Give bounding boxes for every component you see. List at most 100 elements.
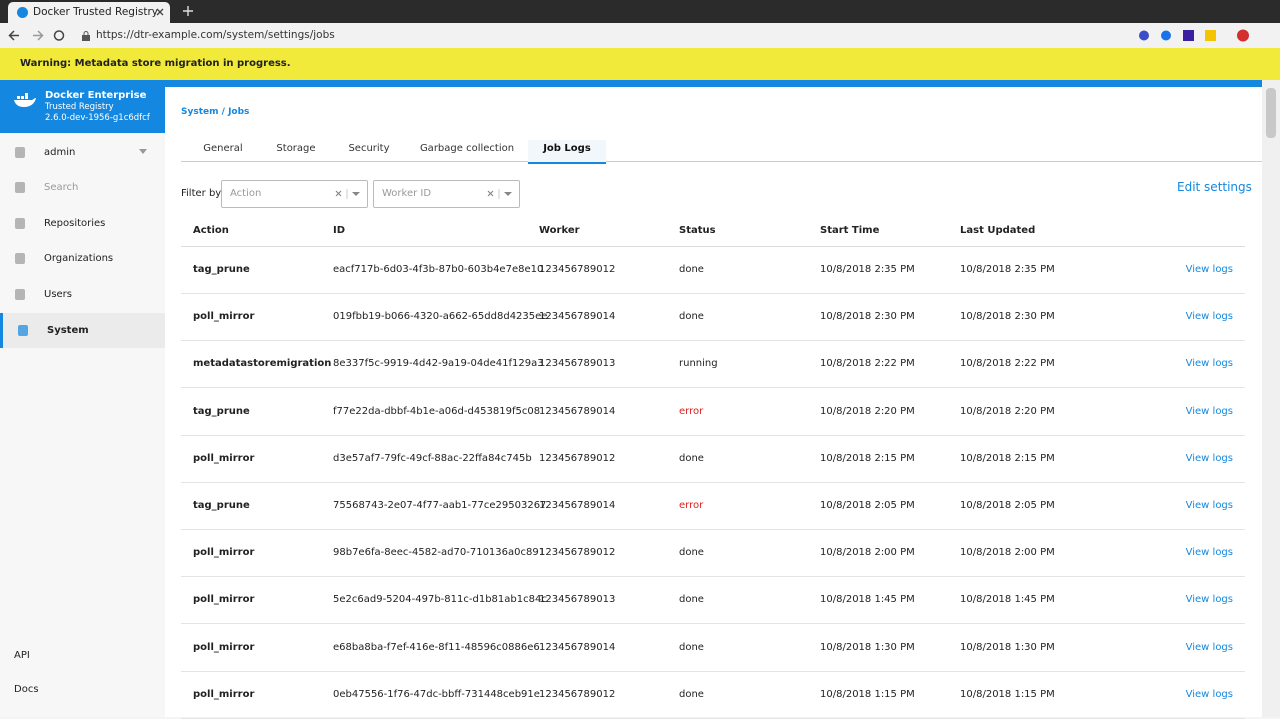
cell-id: 98b7e6fa-8eec-4582-ad70-710136a0c891	[333, 547, 546, 559]
cell-start: 10/8/2018 2:15 PM	[820, 452, 915, 464]
breadcrumb-separator: /	[221, 107, 225, 117]
clear-and-caret[interactable]	[335, 189, 365, 199]
nav-icon	[15, 147, 25, 158]
tab[interactable]: Garbage collection	[419, 143, 515, 154]
nav-item[interactable]: Search	[0, 170, 165, 205]
nav-item[interactable]: Organizations	[0, 241, 165, 276]
cell-updated: 10/8/2018 2:05 PM	[960, 500, 1055, 511]
nav-label[interactable]: Repositories	[44, 218, 106, 229]
placeholder: Action	[230, 188, 262, 199]
cell-worker: 123456789013	[539, 358, 616, 370]
cell-updated: 10/8/2018 2:35 PM	[960, 264, 1055, 275]
nav-item[interactable]: Users	[0, 277, 165, 312]
nav-item[interactable]: Repositories	[0, 206, 165, 241]
cell-id: f77e22da-dbbf-4b1e-a06d-d453819f5c08	[333, 405, 541, 417]
view-logs-link[interactable]: View logs	[1185, 641, 1233, 653]
address-bar: https://dtr-example.com/system/settings/…	[0, 23, 1280, 49]
nav-icon	[18, 325, 28, 336]
cell-status: done	[679, 594, 704, 606]
cell-id: eacf717b-6d03-4f3b-87b0-603b4e7e8e10	[333, 264, 544, 275]
view-logs-link[interactable]: View logs	[1185, 500, 1233, 511]
cell-start: 10/8/2018 2:05 PM	[820, 500, 915, 511]
column-header: ID	[333, 225, 346, 236]
view-logs-link[interactable]: View logs	[1185, 405, 1233, 417]
cell-id: 5e2c6ad9-5204-497b-811c-d1b81ab1c84c	[333, 594, 547, 606]
cell-action: poll_mirror	[193, 594, 255, 606]
cell-id: 0eb47556-1f76-47dc-bbff-731448ceb91e	[333, 688, 540, 700]
tab[interactable]: Security	[348, 143, 390, 154]
url[interactable]: https://dtr-example.com/system/settings/…	[96, 29, 335, 41]
scroll-thumb[interactable]	[1266, 88, 1276, 138]
dropdown-caret[interactable]	[139, 149, 147, 154]
cell-worker: 123456789012	[539, 547, 616, 559]
cell-id: 75568743-2e07-4f77-aab1-77ce29503267	[333, 500, 547, 511]
extension-icons[interactable]	[1110, 28, 1275, 43]
cell-id: e68ba8ba-f7ef-416e-8f11-48596c0886e6	[333, 641, 540, 653]
cell-start: 10/8/2018 1:45 PM	[820, 594, 915, 606]
view-logs-link[interactable]: View logs	[1185, 547, 1233, 559]
row-divider	[181, 670, 1245, 672]
cell-id: d3e57af7-79fc-49cf-88ac-22ffa84c745b	[333, 452, 532, 464]
breadcrumb-item[interactable]: System	[181, 107, 219, 117]
clear-and-caret[interactable]	[487, 189, 517, 199]
row-divider	[181, 623, 1245, 625]
view-logs-link[interactable]: View logs	[1185, 264, 1233, 275]
breadcrumb-item: Jobs	[228, 107, 250, 117]
view-logs-link[interactable]: View logs	[1185, 594, 1233, 606]
new-tab[interactable]	[182, 5, 194, 17]
view-logs-link[interactable]: View logs	[1185, 688, 1233, 700]
browser-tab[interactable]: Docker Trusted Registry	[8, 2, 170, 23]
nav-item[interactable]: admin	[0, 135, 165, 170]
nav-label[interactable]: Organizations	[44, 253, 114, 264]
docker-logo	[14, 93, 36, 107]
tab[interactable]: General	[203, 143, 243, 154]
cell-updated: 10/8/2018 2:20 PM	[960, 405, 1055, 417]
filter-input[interactable]: Action	[221, 180, 368, 208]
tabs-divider	[181, 161, 1262, 162]
cell-updated: 10/8/2018 1:30 PM	[960, 641, 1055, 653]
cell-updated: 10/8/2018 2:30 PM	[960, 311, 1055, 323]
footer-link[interactable]: API	[14, 650, 30, 661]
nav-icon	[15, 289, 25, 300]
cell-updated: 10/8/2018 2:15 PM	[960, 452, 1055, 464]
column-header: Worker	[539, 225, 580, 236]
cell-start: 10/8/2018 2:35 PM	[820, 264, 915, 275]
nav-item[interactable]: System	[0, 313, 168, 348]
nav-icon	[15, 218, 25, 229]
cell-status: error	[679, 405, 704, 417]
top-bar	[0, 80, 1262, 87]
row-divider	[181, 434, 1245, 436]
nav-label[interactable]: admin	[44, 147, 76, 158]
cell-updated: 10/8/2018 2:00 PM	[960, 547, 1055, 559]
cell-start: 10/8/2018 2:00 PM	[820, 547, 915, 559]
nav-label[interactable]: Users	[44, 289, 73, 300]
column-header: Action	[193, 225, 229, 236]
cell-action: poll_mirror	[193, 688, 255, 700]
brand-name: Docker Enterprise	[45, 90, 147, 101]
cell-status: done	[679, 264, 704, 275]
cell-start: 10/8/2018 2:30 PM	[820, 311, 915, 323]
tab[interactable]: Storage	[276, 143, 316, 154]
cell-status: done	[679, 641, 704, 653]
row-divider	[181, 340, 1245, 342]
nav-buttons[interactable]	[8, 29, 68, 42]
cell-worker: 123456789014	[539, 311, 616, 323]
view-logs-link[interactable]: View logs	[1185, 311, 1233, 323]
cell-id: 019fbb19-b066-4320-a662-65dd8d4235ee	[333, 311, 548, 323]
edit-settings[interactable]: Edit settings	[1177, 180, 1252, 194]
cell-status: running	[679, 358, 718, 370]
nav-label[interactable]: Search	[44, 182, 79, 193]
cell-worker: 123456789014	[539, 641, 616, 653]
view-logs-link[interactable]: View logs	[1185, 358, 1233, 370]
tab[interactable]: Job Logs	[528, 140, 606, 164]
filter-input[interactable]: Worker ID	[373, 180, 520, 208]
cell-worker: 123456789014	[539, 405, 616, 417]
footer-link[interactable]: Docs	[14, 684, 39, 695]
tab-close[interactable]	[156, 8, 164, 16]
cell-worker: 123456789014	[539, 500, 616, 511]
view-logs-link[interactable]: View logs	[1185, 452, 1233, 464]
nav-label[interactable]: System	[47, 325, 89, 336]
favicon	[17, 7, 28, 18]
row-divider	[181, 387, 1245, 389]
column-header: Status	[679, 225, 716, 236]
